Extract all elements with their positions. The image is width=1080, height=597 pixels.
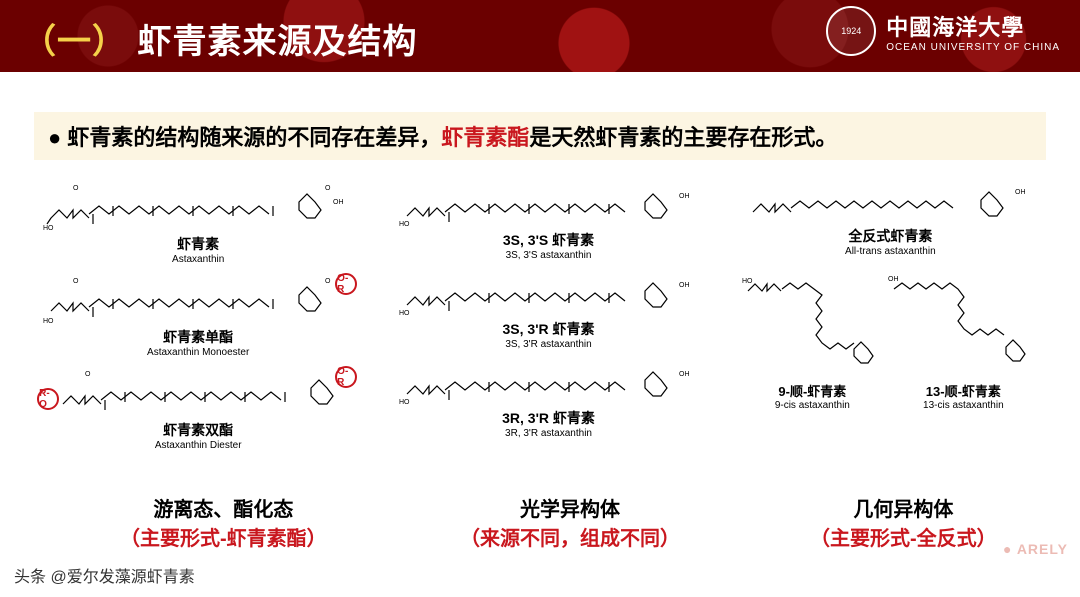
r-group-badge: O-R [335, 273, 357, 295]
svg-text:HO: HO [399, 310, 410, 317]
molecule-diagram: O O R-O O-R [43, 364, 353, 418]
svg-text:OH: OH [679, 282, 690, 289]
footer-line2: （主要形式-虾青素酯） [120, 522, 327, 551]
r-group-badge: O-R [335, 366, 357, 388]
structure-item: O O R-O O-R 虾青素双酯 Astaxanthin Diester [43, 364, 353, 451]
structure-name-en: Astaxanthin [172, 254, 224, 265]
slide-title: （一） 虾青素来源及结构 [22, 14, 417, 63]
molecule-diagram: HO [742, 269, 882, 379]
structure-name-en: Astaxanthin Monoester [147, 347, 249, 358]
molecule-diagram: HO OH [399, 267, 699, 317]
molecule-diagram: OH [745, 178, 1035, 224]
bullet-prefix: ● 虾青素的结构随来源的不同存在差异， [48, 125, 441, 150]
structure-name-cn: 3S, 3'S 虾青素 [503, 230, 594, 250]
svg-text:O: O [325, 185, 331, 192]
structure-name-cn: 13-顺-虾青素 [926, 381, 1001, 400]
svg-text:O: O [73, 278, 79, 285]
svg-text:OH: OH [333, 199, 344, 206]
structure-name-en: 3R, 3'R astaxanthin [505, 428, 592, 439]
svg-text:O: O [85, 371, 91, 378]
structure-name-cn: 3R, 3'R 虾青素 [502, 408, 595, 428]
structure-item: HO O O OH 虾青素 Astaxanthin [43, 178, 353, 265]
watermark: ● ARELY [1003, 541, 1068, 557]
molecule-diagram: OH [888, 269, 1038, 379]
structure-name-cn: 9-顺-虾青素 [778, 381, 846, 400]
university-name-en: OCEAN UNIVERSITY OF CHINA [886, 42, 1060, 53]
structures-grid: HO O O OH 虾青素 Astaxanthin HO O [0, 178, 1080, 457]
footer-line1: 光学异构体 [520, 493, 620, 522]
svg-text:O: O [325, 278, 331, 285]
molecule-diagram: HO O O OH [43, 178, 353, 232]
column-optical-isomers: HO OH 3S, 3'S 虾青素 3S, 3'S astaxanthin HO [378, 178, 718, 457]
structure-name-en: 3S, 3'S astaxanthin [506, 250, 592, 261]
key-point-bar: ● 虾青素的结构随来源的不同存在差异，虾青素酯是天然虾青素的主要存在形式。 [34, 112, 1046, 160]
structure-item: HO OH 3S, 3'S 虾青素 3S, 3'S astaxanthin [399, 178, 699, 261]
cis-pair: HO 9-顺-虾青素 9-cis astaxanthin OH 13-顺-虾 [742, 269, 1038, 417]
structure-name-en: All-trans astaxanthin [845, 246, 936, 257]
svg-text:OH: OH [1015, 189, 1026, 196]
svg-text:HO: HO [43, 318, 54, 325]
structure-name-cn: 虾青素 [177, 234, 219, 254]
structure-name-en: 9-cis astaxanthin [775, 400, 850, 411]
svg-text:HO: HO [742, 278, 753, 285]
column-ester-forms: HO O O OH 虾青素 Astaxanthin HO O [28, 178, 368, 457]
source-attribution: 头条 @爱尔发藻源虾青素 [0, 563, 195, 587]
svg-text:O: O [73, 185, 79, 192]
structure-item: HO OH 3S, 3'R 虾青素 3S, 3'R astaxanthin [399, 267, 699, 350]
footer-line2: （主要形式-全反式） [810, 522, 997, 551]
structure-name-cn: 全反式虾青素 [848, 226, 932, 246]
university-name-cn: 中國海洋大學 [886, 10, 1060, 42]
column-footer: 游离态、酯化态 （主要形式-虾青素酯） [120, 493, 327, 551]
bullet-highlight: 虾青素酯 [441, 125, 529, 150]
structure-item: HO OH 3R, 3'R 虾青素 3R, 3'R astaxanthin [399, 356, 699, 439]
svg-text:OH: OH [888, 276, 899, 283]
molecule-diagram: HO OH [399, 178, 699, 228]
footer-line2: （来源不同，组成不同） [460, 522, 680, 551]
column-geometric-isomers: OH 全反式虾青素 All-trans astaxanthin HO 9-顺-虾… [729, 178, 1052, 457]
structure-item: HO 9-顺-虾青素 9-cis astaxanthin [742, 269, 882, 411]
university-name: 中國海洋大學 OCEAN UNIVERSITY OF CHINA [886, 10, 1060, 53]
structure-item: OH 全反式虾青素 All-trans astaxanthin [745, 178, 1035, 257]
title-text: 虾青素来源及结构 [137, 23, 417, 61]
structure-item: OH 13-顺-虾青素 13-cis astaxanthin [888, 269, 1038, 411]
slide-header: （一） 虾青素来源及结构 1924 中國海洋大學 OCEAN UNIVERSIT… [0, 0, 1080, 72]
r-group-badge: R-O [37, 388, 59, 410]
bullet-suffix: 是天然虾青素的主要存在形式。 [529, 125, 837, 150]
molecule-diagram: HO O O O-R [43, 271, 353, 325]
structure-name-cn: 3S, 3'R 虾青素 [503, 319, 595, 339]
title-number: （一） [22, 23, 127, 61]
structure-name-cn: 虾青素单酯 [163, 327, 233, 347]
svg-text:HO: HO [43, 225, 54, 232]
university-seal-icon: 1924 [826, 6, 876, 56]
structure-name-en: Astaxanthin Diester [155, 440, 242, 451]
svg-text:HO: HO [399, 221, 410, 228]
svg-text:OH: OH [679, 193, 690, 200]
structure-name-en: 13-cis astaxanthin [923, 400, 1004, 411]
molecule-diagram: HO OH [399, 356, 699, 406]
structure-name-cn: 虾青素双酯 [163, 420, 233, 440]
footer-line1: 几何异构体 [853, 493, 953, 522]
column-footer: 几何异构体 （主要形式-全反式） [810, 493, 997, 551]
svg-text:OH: OH [679, 371, 690, 378]
column-footer: 光学异构体 （来源不同，组成不同） [460, 493, 680, 551]
footer-line1: 游离态、酯化态 [153, 493, 293, 522]
university-branding: 1924 中國海洋大學 OCEAN UNIVERSITY OF CHINA [826, 6, 1060, 56]
svg-text:HO: HO [399, 399, 410, 406]
structure-item: HO O O O-R 虾青素单酯 Astaxanthin Monoester [43, 271, 353, 358]
structure-name-en: 3S, 3'R astaxanthin [505, 339, 591, 350]
